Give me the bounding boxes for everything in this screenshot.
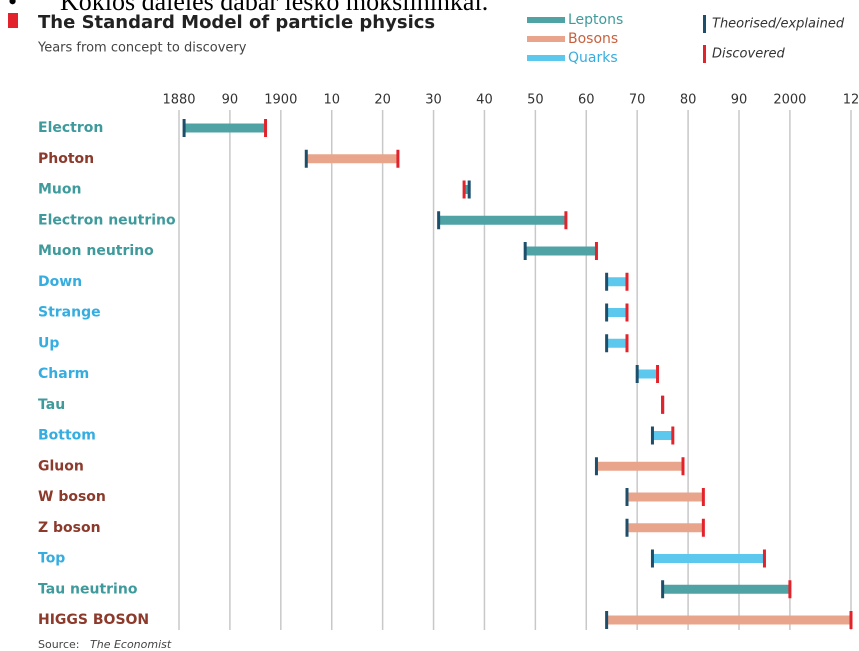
category-label: Charm: [38, 366, 89, 382]
legend-label: Bosons: [568, 31, 618, 47]
theorised-marker: [661, 580, 665, 599]
legend-label: Quarks: [568, 50, 618, 66]
range-bar: [652, 431, 673, 440]
category-label: Electron: [38, 120, 103, 136]
legend-label: Discovered: [712, 47, 786, 62]
title-marker: [8, 13, 18, 28]
theorised-marker: [605, 611, 609, 629]
x-tick-label: 1880: [162, 93, 195, 108]
chart-title: The Standard Model of particle physics: [38, 12, 435, 33]
x-tick-label: 50: [527, 93, 544, 108]
range-bar: [306, 154, 398, 164]
discovered-marker: [564, 211, 568, 230]
range-bar: [652, 554, 765, 563]
discovered-marker: [264, 119, 268, 137]
category-label: Tau neutrino: [38, 581, 138, 597]
legend-swatch: [527, 36, 565, 42]
legend-marker: [703, 15, 706, 33]
theorised-marker: [650, 426, 654, 445]
range-bar: [606, 615, 851, 625]
category-label: Gluon: [38, 458, 84, 474]
x-tick-label: 20: [374, 93, 391, 108]
theorised-marker: [625, 518, 629, 537]
theorised-marker: [650, 549, 654, 568]
discovered-marker: [625, 303, 629, 322]
category-label: W boson: [38, 489, 106, 505]
discovered-marker: [762, 549, 766, 568]
legend-swatch: [527, 17, 565, 23]
category-label: Photon: [38, 151, 94, 167]
category-label: Up: [38, 335, 59, 351]
bullet: •: [8, 0, 17, 16]
x-tick-label: 2000: [773, 93, 806, 108]
category-label: Tau: [38, 397, 65, 413]
range-bar: [606, 308, 627, 317]
discovered-marker: [671, 426, 675, 445]
source-label: Source:: [38, 638, 80, 651]
discovered-marker: [625, 272, 629, 291]
legend-label: Leptons: [568, 12, 623, 28]
range-bar: [627, 523, 704, 533]
theorised-marker: [605, 272, 609, 291]
discovered-marker: [625, 334, 629, 353]
x-tick-label: 40: [476, 93, 493, 108]
discovered-marker: [462, 180, 466, 199]
range-bar: [596, 461, 683, 471]
discovered-marker: [701, 518, 705, 537]
theorised-marker: [523, 242, 527, 260]
theorised-marker: [605, 334, 609, 353]
range-bar: [627, 492, 704, 502]
theorised-marker: [467, 180, 471, 199]
x-tick-label: 90: [731, 93, 748, 108]
theorised-marker: [437, 211, 441, 230]
range-bar: [184, 123, 266, 133]
theorised-marker: [304, 149, 308, 168]
discovered-marker: [788, 580, 792, 599]
discovered-marker: [661, 395, 665, 414]
category-label: Electron neutrino: [38, 212, 176, 228]
discovered-marker: [701, 488, 705, 506]
x-tick-label: 1900: [264, 93, 297, 108]
theorised-marker: [635, 365, 639, 383]
theorised-marker: [182, 119, 186, 137]
x-tick-label: 30: [425, 93, 442, 108]
chart-subtitle: Years from concept to discovery: [37, 41, 247, 56]
category-label: Z boson: [38, 520, 101, 536]
category-label: Muon: [38, 182, 81, 198]
category-label: Muon neutrino: [38, 243, 154, 259]
range-bar: [525, 246, 597, 256]
legend-marker: [703, 45, 706, 63]
legend-swatch: [527, 55, 565, 61]
theorised-marker: [605, 303, 609, 322]
range-bar: [464, 185, 470, 194]
theorised-marker: [625, 488, 629, 506]
discovered-marker: [594, 242, 598, 260]
x-tick-label: 10: [323, 93, 340, 108]
x-tick-label: 90: [222, 93, 239, 108]
category-label: Down: [38, 274, 82, 290]
range-bar: [438, 215, 566, 225]
legend-label: Theorised/explained: [712, 17, 845, 32]
range-bar: [662, 584, 790, 594]
range-bar: [606, 338, 627, 348]
category-label: Top: [38, 551, 65, 567]
category-label: HIGGS BOSON: [38, 612, 149, 628]
x-tick-label: 12: [843, 93, 859, 108]
category-label: Strange: [38, 305, 101, 321]
x-tick-label: 80: [680, 93, 697, 108]
discovered-marker: [656, 365, 660, 383]
x-tick-label: 60: [578, 93, 595, 108]
source: The Economist: [90, 638, 172, 651]
caption: Kokios dalelės dabar ieško mokslininkai.: [60, 0, 488, 16]
discovered-marker: [396, 149, 400, 168]
range-bar: [637, 369, 658, 379]
discovered-marker: [849, 611, 853, 629]
x-tick-label: 70: [629, 93, 646, 108]
range-bar: [606, 277, 627, 287]
category-label: Bottom: [38, 428, 96, 444]
discovered-marker: [681, 457, 685, 476]
theorised-marker: [594, 457, 598, 476]
